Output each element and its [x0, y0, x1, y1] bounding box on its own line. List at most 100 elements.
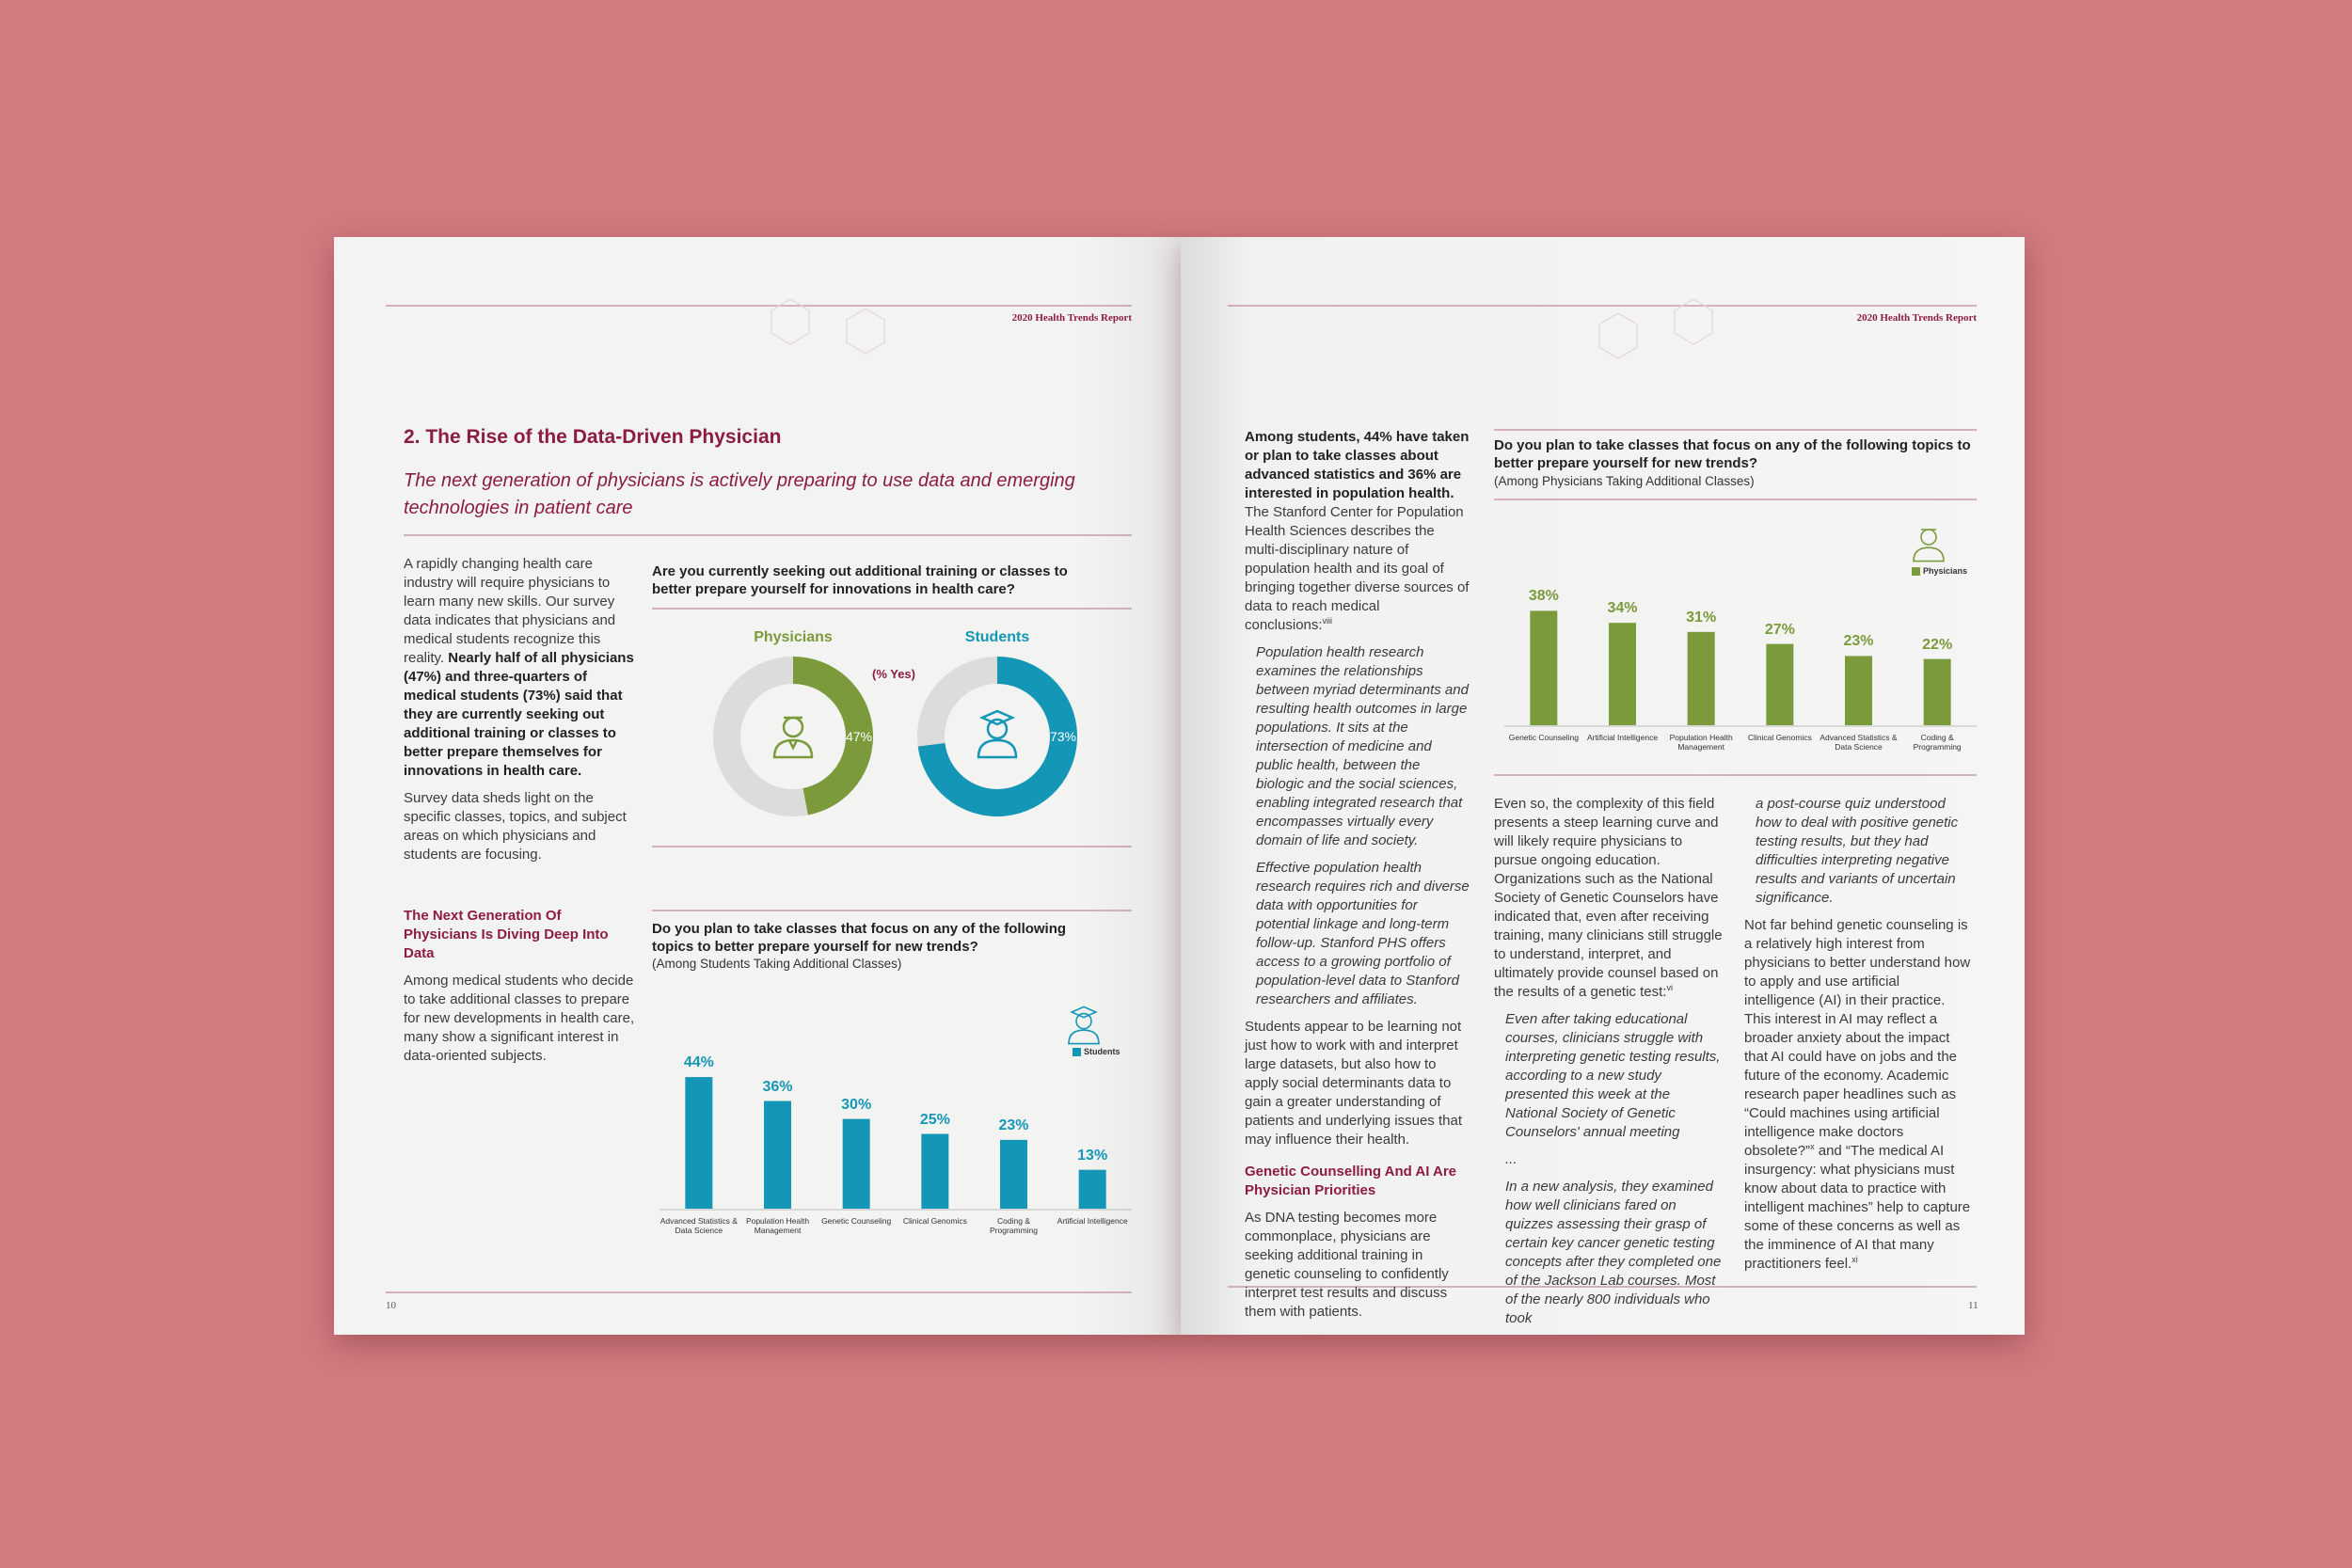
paragraph: As DNA testing becomes more commonplace,… — [1245, 1209, 1470, 1322]
bar — [921, 1133, 949, 1209]
donut-arc — [917, 657, 1077, 816]
value-label: 30% — [841, 1096, 872, 1113]
text-run: The Stanford Center for Population Healt… — [1245, 504, 1470, 633]
category-label: Students — [964, 629, 1030, 645]
text-run: Population health research examines the … — [1256, 644, 1469, 848]
paragraph: Among medical students who decide to tak… — [404, 972, 639, 1066]
student-legend-icon — [1068, 1006, 1100, 1045]
x-tick-label: Population Health Management — [1669, 733, 1733, 752]
value-label: 25% — [919, 1111, 950, 1128]
value-label: 23% — [1843, 633, 1874, 650]
text-run: Effective population health research req… — [1256, 860, 1470, 1007]
chart-subtitle: (% Yes) — [871, 667, 915, 681]
value-label: 47% — [845, 729, 873, 744]
text-run: a post-course quiz understood how to dea… — [1756, 796, 1959, 906]
paragraph: Among students, 44% have taken or plan t… — [1245, 428, 1470, 635]
footnote-ref: vi — [1666, 983, 1673, 992]
page-number: 10 — [386, 1300, 396, 1311]
bar — [1923, 658, 1951, 725]
section-title: 2. The Rise of the Data-Driven Physician — [404, 426, 782, 448]
x-tick-label: Advanced Statistics & Data Science — [1820, 733, 1898, 752]
x-tick-label: Clinical Genomics — [902, 1216, 967, 1226]
text-run: Nearly half of all physicians (47%) and … — [404, 650, 634, 779]
right-page — [1181, 237, 2025, 1335]
text-run: As DNA testing becomes more commonplace,… — [1245, 1210, 1449, 1320]
text-run: Among medical students who decide to tak… — [404, 973, 635, 1064]
running-head: 2020 Health Trends Report — [1011, 312, 1132, 324]
value-label: 23% — [998, 1117, 1029, 1133]
value-label: 34% — [1607, 600, 1638, 617]
bar — [1000, 1139, 1027, 1209]
footnote-ref: xi — [1851, 1255, 1858, 1264]
value-label: 22% — [1922, 636, 1953, 653]
bar — [1078, 1169, 1106, 1209]
legend-swatch — [1912, 567, 1920, 576]
value-label: 31% — [1686, 609, 1717, 626]
paragraph: Even so, the complexity of this field pr… — [1494, 795, 1725, 1002]
bar — [685, 1077, 713, 1209]
value-label: 27% — [1764, 621, 1795, 638]
footnote-ref: viii — [1322, 616, 1333, 626]
x-tick-label: Advanced Statistics & Data Science — [660, 1216, 738, 1235]
paragraph: Survey data sheds light on the specific … — [404, 789, 639, 864]
text-column: a post-course quiz understood how to dea… — [1744, 795, 1972, 1282]
text-column: The Next Generation Of Physicians Is Div… — [404, 894, 639, 1074]
value-label: 73% — [1049, 729, 1077, 744]
category-label: Physicians — [754, 629, 833, 645]
bar — [1530, 610, 1558, 725]
text-run: Even after taking educational courses, c… — [1505, 1011, 1721, 1140]
heading: The Next Generation Of Physicians Is Div… — [404, 908, 609, 961]
donut-arc — [793, 657, 874, 816]
paragraph: In a new analysis, they examined how wel… — [1494, 1178, 1725, 1328]
text-run: Among students, 44% have taken or plan t… — [1245, 429, 1470, 501]
paragraph: a post-course quiz understood how to dea… — [1744, 795, 1972, 908]
legend-label: Students — [1084, 1047, 1120, 1056]
physician-icon — [772, 716, 814, 759]
student-icon — [977, 709, 1018, 759]
text-run: A rapidly changing health care industry … — [404, 556, 616, 666]
x-tick-label: Genetic Counseling — [1508, 733, 1579, 742]
text-run: Students appear to be learning not just … — [1245, 1019, 1462, 1148]
section-subtitle: The next generation of physicians is act… — [404, 470, 1075, 518]
paragraph: A rapidly changing health care industry … — [404, 555, 639, 781]
legend-label: Physicians — [1923, 566, 1968, 576]
chart-subtitle: (Among Students Taking Additional Classe… — [652, 957, 902, 971]
chart-title: Do you plan to take classes that focus o… — [1494, 437, 1971, 471]
x-tick-label: Coding & Programming — [989, 1216, 1039, 1235]
chart-title: Do you plan to take classes that focus o… — [652, 921, 1067, 955]
paragraph: Effective population health research req… — [1245, 859, 1470, 1009]
text-column: A rapidly changing health care industry … — [404, 555, 639, 873]
footnote-ref: x — [1810, 1142, 1815, 1151]
text-run: Even so, the complexity of this field pr… — [1494, 796, 1723, 1000]
physician-legend-icon — [1913, 529, 1945, 562]
bar — [842, 1118, 870, 1209]
legend-swatch — [1073, 1048, 1081, 1056]
value-label: 38% — [1528, 588, 1559, 605]
x-tick-label: Clinical Genomics — [1747, 733, 1812, 742]
bar — [1609, 623, 1636, 725]
text-column: Even so, the complexity of this field pr… — [1494, 795, 1725, 1337]
text-run: Survey data sheds light on the specific … — [404, 790, 627, 863]
bar — [1687, 631, 1715, 725]
paragraph: Even after taking educational courses, c… — [1494, 1010, 1725, 1142]
bar — [764, 1101, 791, 1209]
paragraph: Not far behind genetic counseling is a r… — [1744, 916, 1972, 1274]
bar — [1845, 656, 1872, 725]
text-column: Among students, 44% have taken or plan t… — [1245, 428, 1470, 1330]
x-tick-label: Coding & Programming — [1913, 733, 1962, 752]
paragraph: Students appear to be learning not just … — [1245, 1018, 1470, 1149]
paragraph: Population health research examines the … — [1245, 643, 1470, 850]
chart-subtitle: (Among Physicians Taking Additional Clas… — [1494, 474, 1755, 488]
text-run: and “The medical AI insurgency: what phy… — [1744, 1143, 1971, 1272]
value-label: 44% — [683, 1054, 714, 1071]
page-number: 11 — [1968, 1300, 1979, 1311]
x-tick-label: Artificial Intelligence — [1057, 1216, 1128, 1226]
heading: Genetic Counselling And AI Are Physician… — [1245, 1164, 1457, 1198]
running-head: 2020 Health Trends Report — [1856, 312, 1977, 324]
text-run: Not far behind genetic counseling is a r… — [1744, 917, 1971, 1159]
text-run: ... — [1505, 1151, 1518, 1167]
value-label: 36% — [762, 1078, 793, 1095]
x-tick-label: Population Health Management — [745, 1216, 810, 1235]
